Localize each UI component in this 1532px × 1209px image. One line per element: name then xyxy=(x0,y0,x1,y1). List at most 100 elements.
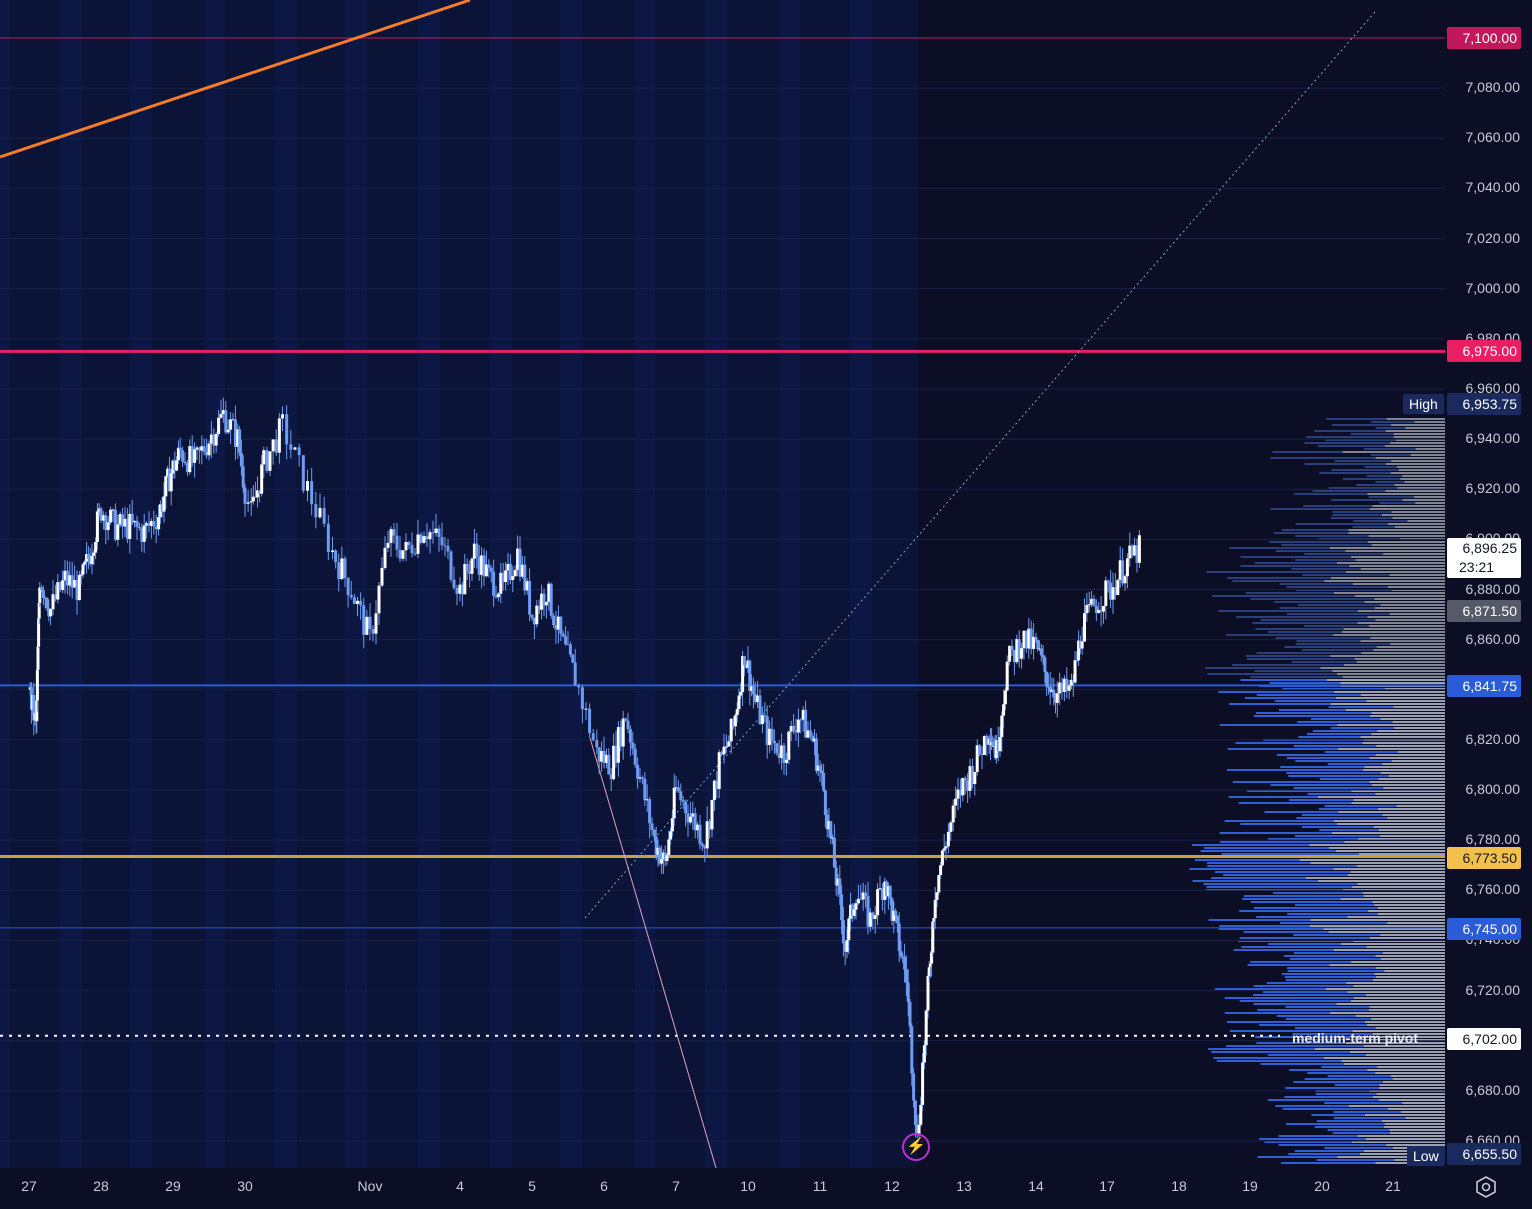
settings-hexagon-icon[interactable] xyxy=(1475,1176,1497,1198)
profile-bar xyxy=(1377,907,1445,909)
profile-bar xyxy=(1362,892,1445,894)
profile-bar xyxy=(1369,508,1445,510)
profile-bar xyxy=(1269,682,1341,684)
profile-bar xyxy=(1347,991,1445,993)
profile-bar xyxy=(1375,1072,1445,1074)
profile-bar xyxy=(1390,442,1445,444)
profile-bar xyxy=(1389,1129,1445,1131)
candle-body xyxy=(926,975,930,1011)
candle-body xyxy=(834,867,838,886)
candle-body xyxy=(128,513,132,539)
profile-bar xyxy=(1329,547,1445,549)
profile-bar xyxy=(1326,679,1445,681)
candle-body xyxy=(340,558,344,580)
profile-bar xyxy=(1224,1012,1330,1014)
candle-body xyxy=(1125,558,1129,577)
candle-body xyxy=(1012,650,1016,663)
profile-bar xyxy=(1297,604,1381,606)
candle-body xyxy=(525,581,529,591)
candle-body xyxy=(188,446,192,473)
profile-bar xyxy=(1270,457,1376,459)
candle-body xyxy=(1075,660,1079,662)
profile-bar xyxy=(1226,1021,1366,1023)
profile-bar xyxy=(1357,1135,1445,1137)
candle-body xyxy=(561,633,565,637)
candle-body xyxy=(472,543,476,559)
candle-body xyxy=(1067,685,1071,691)
profile-bar xyxy=(1334,1084,1380,1086)
profile-bar xyxy=(1255,712,1372,714)
candle-body xyxy=(508,563,512,581)
candle-body xyxy=(633,748,637,765)
profile-bar xyxy=(1364,1114,1445,1116)
candle-body xyxy=(362,605,366,635)
profile-bar xyxy=(1285,1018,1372,1020)
profile-bar xyxy=(1373,826,1445,828)
profile-bar xyxy=(1355,595,1445,597)
candle-body xyxy=(847,918,851,941)
profile-bar xyxy=(1364,466,1398,468)
candle-body xyxy=(386,542,390,548)
date-tick-label: 5 xyxy=(528,1178,536,1194)
profile-bar xyxy=(1393,436,1445,438)
candle-body xyxy=(1060,682,1064,692)
candle-body xyxy=(1137,535,1141,563)
profile-bar xyxy=(1385,430,1445,432)
profile-bar xyxy=(1376,1093,1445,1095)
date-tick-label: 30 xyxy=(237,1178,253,1194)
current-price-tag: 6,896.25 23:21 xyxy=(1447,538,1521,578)
candle-body xyxy=(458,584,462,594)
candle-body xyxy=(85,554,89,562)
price-tick-label: 6,960.00 xyxy=(1465,379,1521,396)
candle-body xyxy=(452,579,456,588)
candle-body xyxy=(650,823,654,831)
profile-bar xyxy=(1333,949,1445,951)
profile-bar xyxy=(1372,901,1445,903)
candle-body xyxy=(1017,639,1021,659)
price-tick-label: 6,880.00 xyxy=(1465,580,1521,597)
profile-bar xyxy=(1321,1066,1378,1068)
profile-bar xyxy=(1324,1102,1403,1104)
profile-bar xyxy=(1286,613,1390,615)
profile-bar xyxy=(1397,466,1445,468)
profile-bar xyxy=(1211,1051,1350,1053)
profile-bar xyxy=(1341,1060,1445,1062)
candle-body xyxy=(1024,630,1028,649)
candle-body xyxy=(958,789,962,796)
profile-bar xyxy=(1324,580,1445,582)
candle-body xyxy=(162,496,166,512)
candle-body xyxy=(1085,604,1089,614)
profile-bar xyxy=(1388,586,1445,588)
profile-bar xyxy=(1366,946,1445,948)
candle-body xyxy=(463,563,467,595)
candle-body xyxy=(1104,580,1108,607)
profile-bar xyxy=(1348,1105,1445,1107)
candle-body xyxy=(789,725,793,732)
candle-body xyxy=(289,444,293,450)
candle-body xyxy=(866,895,870,927)
profile-bar xyxy=(1374,904,1445,906)
profile-bar xyxy=(1366,700,1445,702)
candle-body xyxy=(455,587,459,594)
orange-trendline xyxy=(0,0,471,159)
profile-bar xyxy=(1351,802,1445,804)
candle-body xyxy=(661,852,665,860)
profile-bar xyxy=(1326,418,1387,420)
candle-body xyxy=(322,507,326,524)
level-tag-6702: 6,702.00 xyxy=(1447,1028,1521,1050)
lightning-icon[interactable]: ⚡ xyxy=(902,1133,930,1161)
profile-bar xyxy=(1243,895,1364,897)
profile-bar xyxy=(1331,832,1445,834)
candle-body xyxy=(748,660,752,691)
candle-body xyxy=(750,686,754,691)
candle-body xyxy=(1080,641,1084,649)
profile-bar xyxy=(1314,1048,1445,1050)
candle-body xyxy=(609,774,613,780)
profile-bar xyxy=(1370,637,1445,639)
profile-bar xyxy=(1293,952,1383,954)
candle-body xyxy=(568,644,572,655)
profile-bar xyxy=(1276,754,1376,756)
candle-body xyxy=(484,564,488,577)
